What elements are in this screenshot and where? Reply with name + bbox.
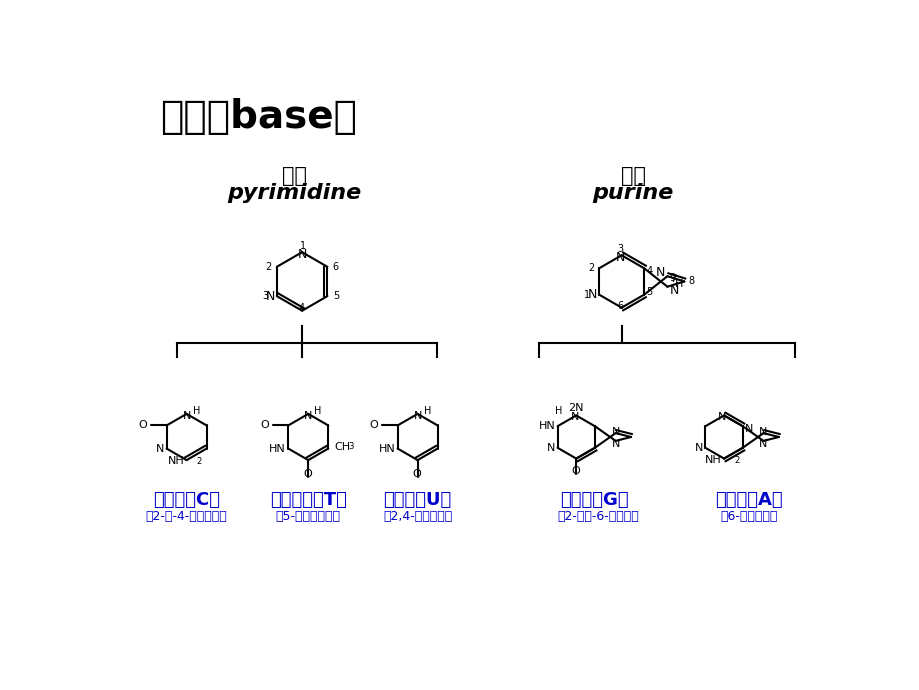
Text: H: H (554, 406, 562, 416)
Text: N: N (669, 284, 678, 297)
Text: N: N (298, 248, 307, 262)
Text: 2: 2 (587, 264, 594, 273)
Text: N: N (546, 443, 555, 453)
Text: N: N (718, 413, 726, 422)
Text: 胸腺嘧啶（T）: 胸腺嘧啶（T） (269, 491, 346, 509)
Text: 3: 3 (617, 244, 622, 255)
Text: H: H (675, 279, 683, 289)
Text: 5: 5 (334, 291, 339, 301)
Text: 3: 3 (262, 291, 268, 301)
Text: 4: 4 (646, 266, 652, 276)
Text: NH: NH (704, 455, 721, 465)
Text: NH: NH (167, 456, 184, 466)
Text: 4: 4 (299, 303, 305, 313)
Text: 6: 6 (333, 262, 338, 272)
Text: N: N (655, 266, 664, 279)
Text: 嘧啶: 嘧啶 (281, 166, 307, 186)
Text: N: N (586, 288, 596, 301)
Text: HN: HN (269, 444, 286, 453)
Text: O: O (571, 466, 579, 476)
Text: 碱基（base）: 碱基（base） (160, 98, 357, 136)
Text: N: N (615, 251, 624, 264)
Text: N: N (694, 443, 702, 453)
Text: H: H (424, 406, 431, 416)
Text: 7: 7 (669, 274, 675, 284)
Text: 9: 9 (669, 273, 675, 283)
Text: （2-氨基-6-氧嘌呤）: （2-氨基-6-氧嘌呤） (557, 510, 639, 523)
Text: N: N (758, 427, 766, 437)
Text: purine: purine (592, 183, 673, 203)
Text: 腺嘌呤（A）: 腺嘌呤（A） (714, 491, 782, 509)
Text: pyrimidine: pyrimidine (227, 183, 361, 203)
Text: （5-甲基尿嘧啶）: （5-甲基尿嘧啶） (276, 510, 340, 523)
Text: N: N (304, 411, 312, 421)
Text: （2,4-二氧嘧啶）: （2,4-二氧嘧啶） (382, 510, 452, 523)
Text: 2N: 2N (568, 403, 584, 413)
Text: 2: 2 (265, 262, 271, 272)
Text: N: N (570, 413, 578, 422)
Text: O: O (302, 469, 312, 480)
Text: N: N (744, 424, 753, 434)
Text: 2: 2 (197, 457, 201, 466)
Text: N: N (266, 290, 275, 303)
Text: N: N (611, 427, 619, 437)
Text: O: O (369, 420, 378, 431)
Text: 6: 6 (618, 301, 623, 310)
Text: H: H (314, 406, 322, 416)
Text: N: N (611, 439, 619, 449)
Text: 嘌呤: 嘌呤 (620, 166, 645, 186)
Text: O: O (139, 420, 147, 431)
Text: O: O (260, 420, 268, 431)
Text: N: N (155, 444, 165, 453)
Text: 5: 5 (646, 287, 652, 297)
Text: N: N (413, 411, 421, 421)
Text: N: N (758, 439, 766, 449)
Text: CH: CH (335, 442, 350, 453)
Text: 1: 1 (583, 290, 589, 299)
Text: O: O (412, 469, 421, 480)
Text: 8: 8 (687, 277, 694, 286)
Text: 胞嘧啶（C）: 胞嘧啶（C） (153, 491, 220, 509)
Text: （6-氨基嘌呤）: （6-氨基嘌呤） (720, 510, 777, 523)
Text: HN: HN (378, 444, 395, 453)
Text: 鸟嘌呤（G）: 鸟嘌呤（G） (560, 491, 629, 509)
Text: （2-氧-4-氨基嘧啶）: （2-氧-4-氨基嘧啶） (145, 510, 227, 523)
Text: N: N (182, 411, 190, 421)
Text: 3: 3 (348, 442, 353, 451)
Text: HN: HN (538, 421, 555, 431)
Text: H: H (193, 406, 200, 416)
Text: 1: 1 (300, 241, 306, 250)
Text: 2: 2 (733, 455, 739, 465)
Text: 尿嘧啶（U）: 尿嘧啶（U） (383, 491, 451, 509)
